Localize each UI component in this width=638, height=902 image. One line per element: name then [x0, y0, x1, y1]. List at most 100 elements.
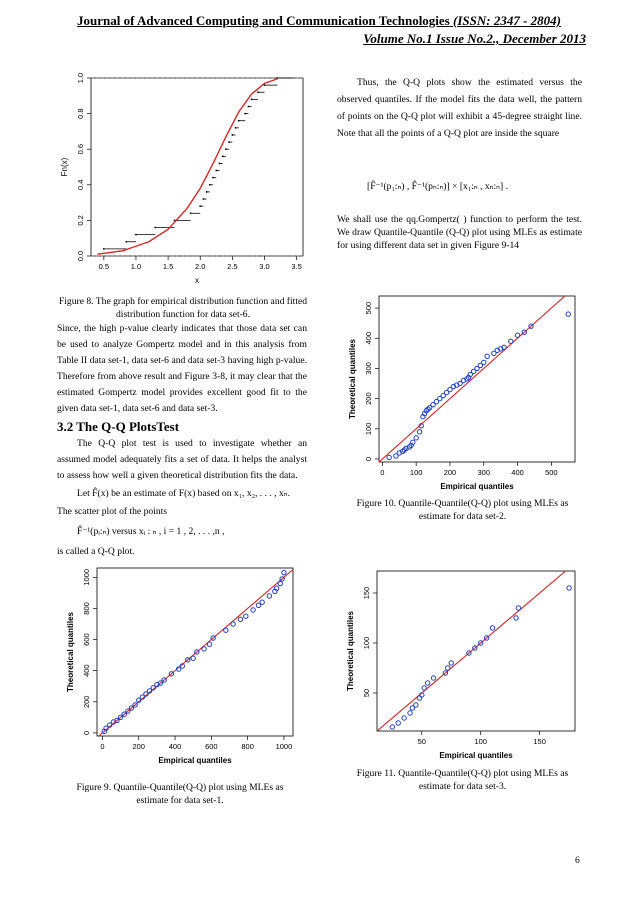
qq-point: [489, 625, 496, 631]
ecdf-point: [205, 191, 208, 193]
ecdf-point: [212, 176, 214, 179]
paragraph-qq-explain: Thus, the Q-Q plots show the estimated v…: [337, 77, 582, 139]
ecdf-point: [244, 112, 247, 115]
plot-frame: [90, 77, 304, 257]
qq-point: [259, 599, 265, 605]
y-tick-label: 100: [362, 637, 371, 650]
qq-point: [521, 329, 528, 335]
journal-volume: Volume No.1 Issue No.2., December 2013: [363, 31, 586, 46]
x-tick-label: 0: [100, 742, 104, 751]
y-tick-label: 200: [364, 392, 373, 405]
plot-frame: [96, 567, 294, 737]
qq-point: [250, 607, 256, 613]
qq-point: [401, 715, 407, 721]
paragraph-qq-function: We shall use the qq.Gompertz( ) function…: [337, 214, 582, 251]
ecdf-point: [189, 212, 192, 215]
x-axis-label: Empirical quantiles: [440, 482, 514, 491]
qq-definition-line: is called a Q-Q plot.: [57, 546, 135, 557]
qq-point: [117, 714, 124, 721]
x-tick-label: 200: [444, 468, 457, 477]
qq-point: [409, 705, 416, 711]
qq-point: [484, 353, 490, 360]
qq-point: [501, 344, 507, 351]
x-tick-label: 600: [205, 742, 218, 751]
y-tick-label: 0.6: [76, 144, 85, 154]
qq-point: [114, 717, 120, 724]
y-axis-label: Theoretical quantiles: [348, 338, 357, 419]
y-tick-label: 0.2: [76, 215, 85, 225]
figure-11-caption: Figure 11. Quantile-Quantile(Q-Q) plot u…: [356, 768, 569, 792]
x-tick-label: 2.0: [195, 262, 205, 271]
qq-point: [443, 389, 450, 396]
qq-point: [445, 665, 451, 671]
x-tick-label: 800: [241, 742, 254, 751]
qq-point: [146, 688, 153, 694]
qq-point: [470, 368, 477, 375]
qq-point: [255, 602, 262, 609]
ecdf-point: [250, 98, 253, 101]
ecdf-point: [202, 198, 205, 200]
y-tick-label: 1.0: [76, 73, 85, 83]
y-tick-label: 150: [362, 587, 371, 600]
ecdf-point: [135, 233, 137, 236]
qq-point: [230, 621, 236, 627]
figure-10-chart: 0 100 200 300 400 500 0 100 200 300 400 500 Empirica…: [348, 295, 576, 491]
x-axis-label: Empirical quantiles: [439, 751, 513, 760]
let-line: Let F̂(x) be an estimate of F(x) based o…: [77, 488, 291, 499]
reference-line: [379, 296, 566, 462]
plot-frame: [378, 295, 576, 463]
y-tick-label: 600: [82, 633, 91, 646]
qq-point: [243, 613, 249, 619]
qq-point: [416, 695, 423, 701]
x-tick-label: 2.5: [227, 262, 237, 271]
qq-point: [430, 401, 436, 408]
y-axis-label: Fn(x): [60, 157, 69, 176]
qq-point: [419, 692, 425, 698]
qq-point: [477, 362, 484, 369]
qq-point: [442, 670, 449, 676]
square-formula: [F̂⁻¹(p₁:ₙ) , F̂⁻¹(pₙ:ₙ)] × [x₁:ₙ , xₙ:ₙ…: [367, 181, 508, 192]
qq-point: [190, 655, 196, 661]
x-tick-label: 0.5: [99, 262, 109, 271]
qq-point: [474, 365, 480, 372]
qq-point: [128, 705, 135, 711]
y-tick-label: 500: [364, 302, 373, 315]
qq-point: [407, 710, 413, 716]
qq-point: [426, 404, 433, 411]
qq-point: [175, 666, 182, 672]
qq-point: [565, 311, 571, 317]
y-tick-label: 50: [362, 689, 371, 697]
qq-point: [194, 649, 200, 655]
qq-point: [266, 593, 273, 599]
journal-title: Journal of Advanced Computing and Commun…: [77, 13, 450, 28]
reference-line: [377, 571, 567, 731]
x-tick-label: 1.5: [163, 262, 173, 271]
x-tick-label: 100: [410, 468, 423, 477]
qq-point: [433, 398, 440, 405]
qq-point: [168, 671, 175, 677]
qq-point: [472, 645, 478, 651]
qq-point: [206, 641, 213, 647]
qq-point: [508, 338, 514, 344]
x-axis-label: x: [195, 276, 199, 285]
x-tick-label: 1000: [276, 742, 293, 751]
ecdf-point: [218, 162, 221, 165]
x-tick-label: 400: [511, 468, 524, 477]
qq-point: [413, 435, 419, 441]
x-tick-label: 50: [418, 737, 426, 746]
qq-point: [143, 691, 149, 697]
x-tick-label: 3.5: [291, 262, 301, 271]
qq-point: [430, 675, 437, 681]
qq-point: [448, 660, 454, 666]
qq-point: [161, 677, 167, 683]
journal-issn: (ISSN: 2347 - 2804): [453, 13, 561, 28]
journal-header: Journal of Advanced Computing and Commun…: [0, 13, 638, 29]
qq-point: [210, 635, 216, 641]
y-tick-label: 0: [82, 731, 91, 735]
x-axis-label: Empirical quantiles: [158, 756, 232, 765]
x-tick-label: 200: [132, 742, 145, 751]
qq-point: [513, 615, 519, 621]
qq-point: [424, 680, 431, 686]
qq-point: [528, 323, 534, 329]
qq-point: [413, 702, 419, 708]
